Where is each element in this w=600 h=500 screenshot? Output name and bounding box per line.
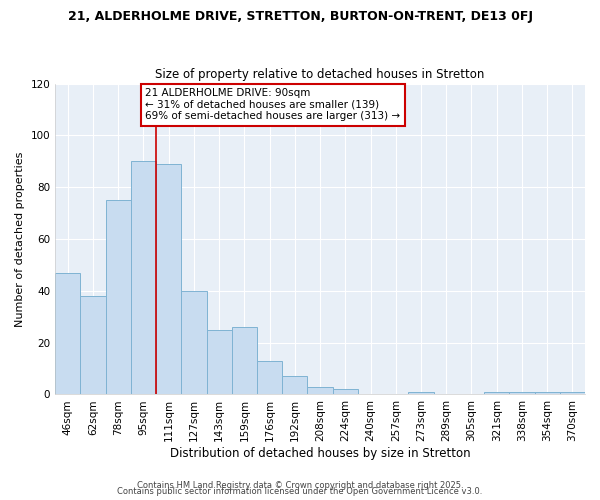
Bar <box>181 291 206 395</box>
Bar <box>206 330 232 394</box>
Bar <box>307 386 332 394</box>
Bar <box>509 392 535 394</box>
Bar <box>332 390 358 394</box>
Bar <box>409 392 434 394</box>
Bar <box>131 162 156 394</box>
Bar <box>535 392 560 394</box>
Bar <box>232 327 257 394</box>
Text: 21 ALDERHOLME DRIVE: 90sqm
← 31% of detached houses are smaller (139)
69% of sem: 21 ALDERHOLME DRIVE: 90sqm ← 31% of deta… <box>145 88 400 122</box>
X-axis label: Distribution of detached houses by size in Stretton: Distribution of detached houses by size … <box>170 447 470 460</box>
Bar <box>257 361 282 394</box>
Bar <box>55 272 80 394</box>
Bar <box>560 392 585 394</box>
Bar <box>80 296 106 394</box>
Bar <box>156 164 181 394</box>
Text: 21, ALDERHOLME DRIVE, STRETTON, BURTON-ON-TRENT, DE13 0FJ: 21, ALDERHOLME DRIVE, STRETTON, BURTON-O… <box>67 10 533 23</box>
Text: Contains public sector information licensed under the Open Government Licence v3: Contains public sector information licen… <box>118 487 482 496</box>
Title: Size of property relative to detached houses in Stretton: Size of property relative to detached ho… <box>155 68 485 81</box>
Bar <box>282 376 307 394</box>
Bar <box>484 392 509 394</box>
Text: Contains HM Land Registry data © Crown copyright and database right 2025.: Contains HM Land Registry data © Crown c… <box>137 481 463 490</box>
Bar <box>106 200 131 394</box>
Y-axis label: Number of detached properties: Number of detached properties <box>15 152 25 326</box>
